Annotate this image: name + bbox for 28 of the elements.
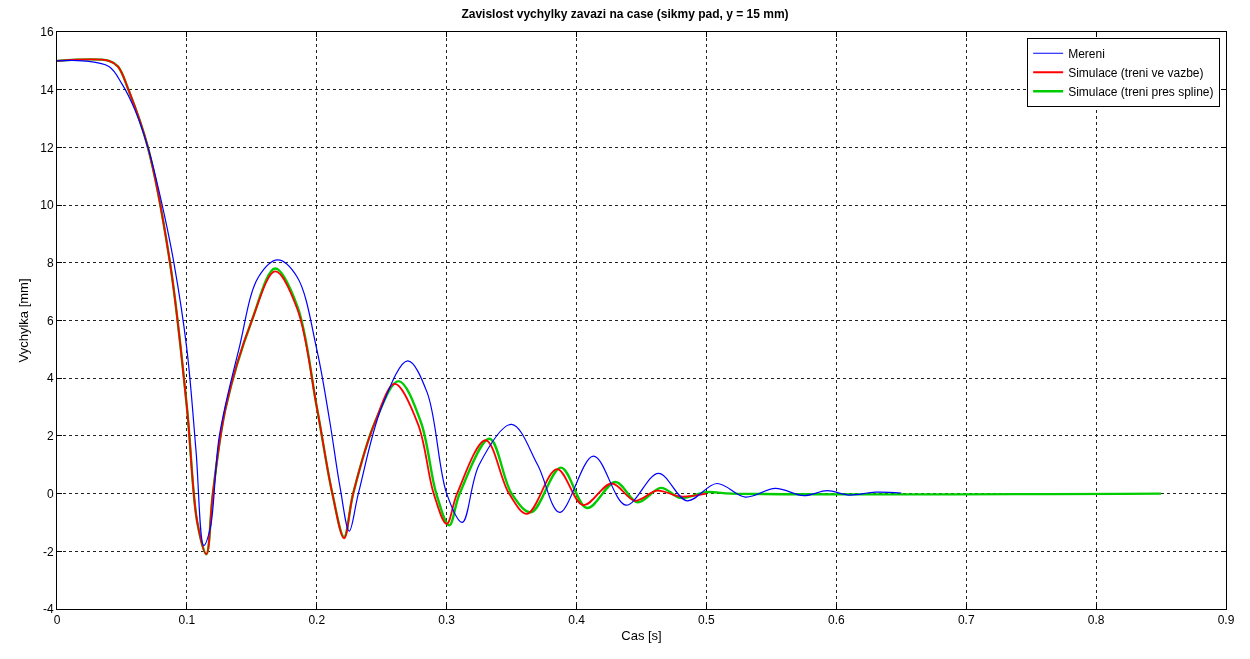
y-tick-label: 14 bbox=[40, 82, 54, 97]
legend-label: Simulace (treni pres spline) bbox=[1068, 84, 1214, 99]
x-tick-label: 0.8 bbox=[1087, 613, 1105, 628]
y-tick-label: 8 bbox=[46, 256, 54, 270]
y-tick-label: 2 bbox=[46, 429, 54, 444]
chart-title: Zavislost vychylky zavazi na case (sikmy pad, y = 15 mm) bbox=[461, 7, 789, 22]
x-tick-label: 0.2 bbox=[308, 613, 326, 628]
x-tick-label: 0.7 bbox=[957, 613, 975, 628]
y-tick-label: 6 bbox=[46, 313, 54, 328]
y-tick-label: 0 bbox=[46, 486, 54, 501]
line-series bbox=[57, 59, 902, 547]
x-tick-label: 0.3 bbox=[438, 613, 456, 628]
y-axis-title: Vychylka [mm] bbox=[16, 278, 32, 363]
legend-label: Mereni bbox=[1068, 46, 1105, 61]
y-tick-label: -2 bbox=[42, 544, 54, 559]
y-tick-label: 16 bbox=[40, 25, 54, 40]
y-tick-label: -4 bbox=[42, 602, 54, 617]
x-tick-label: 0.1 bbox=[178, 613, 196, 628]
x-tick-label: 0.5 bbox=[698, 613, 716, 628]
legend-label: Simulace (treni ve vazbe) bbox=[1068, 65, 1204, 80]
y-tick-label: 12 bbox=[40, 140, 54, 155]
x-axis-title: Cas [s] bbox=[621, 628, 662, 643]
line-series bbox=[57, 58, 708, 556]
x-tick-label: 0.6 bbox=[827, 613, 845, 628]
y-tick-label: 4 bbox=[46, 371, 54, 386]
y-tick-label: 10 bbox=[40, 198, 54, 213]
x-tick-label: 0.9 bbox=[1217, 613, 1235, 628]
x-tick-label: 0.4 bbox=[568, 613, 586, 628]
